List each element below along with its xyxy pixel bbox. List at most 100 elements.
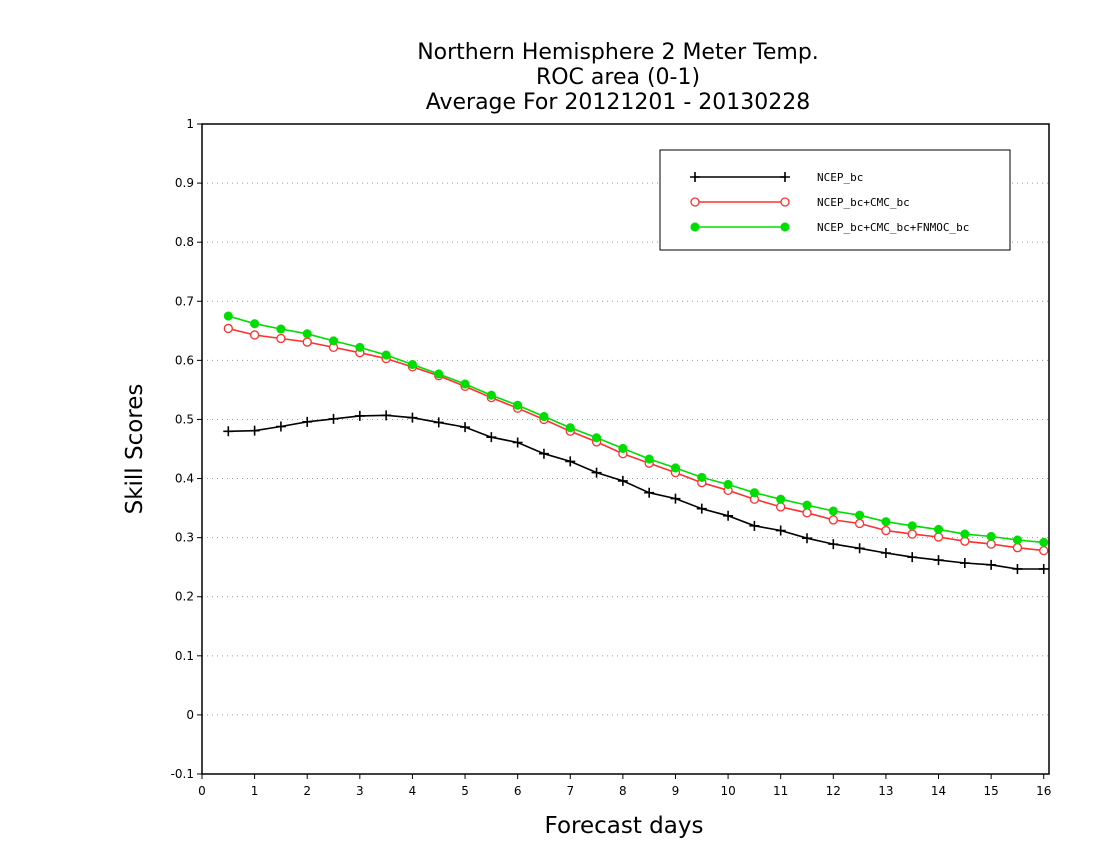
data-point-ncep-bc-cmc-bc-fnmoc-bc bbox=[802, 500, 812, 510]
data-point-ncep-bc bbox=[512, 437, 523, 448]
data-point-ncep-bc bbox=[591, 467, 602, 478]
data-point-ncep-bc-cmc-bc-fnmoc-bc bbox=[1012, 535, 1022, 545]
legend-marker bbox=[690, 172, 700, 182]
y-tick-label: 0.2 bbox=[175, 590, 194, 604]
chart-title-line-3: Average For 20121201 - 20130228 bbox=[426, 90, 811, 115]
data-point-ncep-bc-cmc-bc-fnmoc-bc bbox=[434, 369, 444, 379]
data-point-ncep-bc bbox=[828, 539, 839, 550]
x-axis-title: Forecast days bbox=[545, 813, 704, 839]
data-point-ncep-bc bbox=[854, 543, 865, 554]
data-point-ncep-bc-cmc-bc-fnmoc-bc bbox=[539, 411, 549, 422]
legend-marker bbox=[780, 222, 790, 232]
data-point-ncep-bc bbox=[354, 410, 365, 421]
data-point-ncep-bc-cmc-bc-fnmoc-bc bbox=[302, 329, 312, 339]
data-point-ncep-bc-cmc-bc-fnmoc-bc bbox=[670, 463, 681, 473]
y-tick-label: -0.1 bbox=[171, 767, 194, 781]
data-point-ncep-bc bbox=[959, 558, 970, 569]
legend-marker bbox=[690, 222, 700, 232]
legend-item-ncep-bc-cmc-bc-fnmoc-bc: NCEP_bc+CMC_bc+FNMOC_bc bbox=[690, 221, 969, 234]
data-point-ncep-bc-cmc-bc bbox=[1039, 545, 1049, 556]
series-ncep-bc-cmc-bc bbox=[223, 323, 1049, 556]
data-point-ncep-bc bbox=[617, 475, 628, 486]
y-tick-label: 0.7 bbox=[175, 294, 194, 308]
x-tick-label: 2 bbox=[303, 784, 311, 798]
data-point-ncep-bc-cmc-bc bbox=[881, 525, 891, 536]
x-tick-label: 7 bbox=[566, 784, 574, 798]
series-line-ncep-bc-cmc-bc-fnmoc-bc bbox=[228, 315, 1044, 544]
data-point-ncep-bc-cmc-bc-fnmoc-bc bbox=[1039, 537, 1049, 547]
y-tick-label: 0.3 bbox=[175, 531, 194, 545]
x-tick-label: 11 bbox=[773, 784, 788, 798]
x-tick-label: 3 bbox=[356, 784, 364, 798]
data-point-ncep-bc-cmc-bc bbox=[854, 518, 865, 529]
data-point-ncep-bc bbox=[538, 448, 549, 459]
plot-frame bbox=[201, 123, 1050, 775]
series-ncep-bc-cmc-bc-fnmoc-bc bbox=[223, 311, 1049, 547]
data-point-ncep-bc bbox=[249, 425, 260, 436]
data-point-ncep-bc-cmc-bc-fnmoc-bc bbox=[960, 529, 970, 539]
y-tick-label: 1 bbox=[186, 117, 194, 131]
x-tick-label: 1 bbox=[251, 784, 259, 798]
data-point-ncep-bc-cmc-bc-fnmoc-bc bbox=[644, 454, 654, 464]
data-point-ncep-bc-cmc-bc bbox=[986, 539, 996, 549]
x-tick-label: 16 bbox=[1036, 784, 1051, 798]
data-point-ncep-bc-cmc-bc-fnmoc-bc bbox=[250, 319, 260, 329]
y-axis-title: Skill Scores bbox=[122, 384, 148, 515]
data-point-ncep-bc-cmc-bc-fnmoc-bc bbox=[486, 390, 496, 400]
data-point-ncep-bc-cmc-bc bbox=[276, 333, 286, 344]
y-tick-label: 0.5 bbox=[175, 412, 194, 426]
chart-title-line-2: ROC area (0-1) bbox=[536, 65, 700, 90]
data-point-ncep-bc-cmc-bc-fnmoc-bc bbox=[618, 443, 628, 453]
data-point-ncep-bc-cmc-bc-fnmoc-bc bbox=[407, 359, 417, 370]
data-point-ncep-bc bbox=[696, 503, 707, 514]
data-point-ncep-bc-cmc-bc-fnmoc-bc bbox=[460, 379, 470, 389]
data-point-ncep-bc bbox=[644, 487, 655, 498]
x-tick-label: 12 bbox=[826, 784, 841, 798]
data-point-ncep-bc bbox=[670, 493, 681, 504]
data-point-ncep-bc bbox=[223, 426, 234, 437]
x-tick-label: 6 bbox=[514, 784, 522, 798]
data-point-ncep-bc bbox=[433, 417, 444, 428]
legend-item-ncep-bc-cmc-bc: NCEP_bc+CMC_bc bbox=[690, 196, 910, 209]
data-point-ncep-bc-cmc-bc bbox=[802, 508, 812, 518]
y-tick-label: 0.9 bbox=[175, 176, 194, 190]
chart-title-line-1: Northern Hemisphere 2 Meter Temp. bbox=[417, 40, 819, 65]
y-tick-label: 0.8 bbox=[175, 235, 194, 249]
x-tick-label: 13 bbox=[878, 784, 893, 798]
data-point-ncep-bc-cmc-bc bbox=[223, 323, 233, 334]
data-point-ncep-bc-cmc-bc-fnmoc-bc bbox=[697, 472, 707, 482]
data-point-ncep-bc-cmc-bc bbox=[302, 337, 312, 347]
x-tick-label: 15 bbox=[983, 784, 998, 798]
data-point-ncep-bc bbox=[460, 422, 471, 433]
data-point-ncep-bc bbox=[486, 432, 497, 443]
data-point-ncep-bc bbox=[565, 456, 576, 467]
data-point-ncep-bc-cmc-bc-fnmoc-bc bbox=[355, 342, 365, 352]
data-point-ncep-bc-cmc-bc-fnmoc-bc bbox=[855, 510, 865, 520]
legend: NCEP_bc NCEP_bc+CMC_bc NCEP_bc+CMC_bc+FNMO… bbox=[659, 149, 1011, 251]
legend-box bbox=[659, 149, 1011, 251]
legend-label: NCEP_bc+CMC_bc bbox=[817, 196, 910, 209]
x-axis-ticks: 0 1 2 3 4 5 6 7 8 9 10 11 12 13 14 15 16 bbox=[198, 774, 1051, 798]
y-tick-label: 0 bbox=[186, 708, 194, 722]
x-tick-label: 9 bbox=[672, 784, 680, 798]
data-point-ncep-bc-cmc-bc-fnmoc-bc bbox=[276, 324, 286, 334]
data-point-ncep-bc bbox=[328, 413, 339, 424]
data-point-ncep-bc-cmc-bc bbox=[776, 502, 786, 512]
data-point-ncep-bc bbox=[880, 548, 891, 558]
data-point-ncep-bc bbox=[302, 416, 313, 427]
data-point-ncep-bc-cmc-bc bbox=[249, 330, 260, 340]
x-tick-label: 0 bbox=[198, 784, 206, 798]
data-point-ncep-bc bbox=[1012, 563, 1023, 574]
data-point-ncep-bc bbox=[723, 510, 734, 521]
data-point-ncep-bc bbox=[986, 559, 997, 570]
x-tick-label: 4 bbox=[409, 784, 417, 798]
series-line-ncep-bc-cmc-bc bbox=[228, 327, 1044, 552]
data-point-ncep-bc-cmc-bc-fnmoc-bc bbox=[513, 400, 523, 410]
data-point-ncep-bc-cmc-bc-fnmoc-bc bbox=[828, 506, 838, 516]
data-point-ncep-bc bbox=[381, 410, 392, 421]
data-point-ncep-bc-cmc-bc bbox=[933, 532, 944, 542]
data-point-ncep-bc bbox=[907, 552, 918, 563]
series-line-ncep-bc bbox=[228, 414, 1044, 570]
y-tick-label: 0.1 bbox=[175, 649, 194, 663]
data-point-ncep-bc bbox=[275, 421, 286, 432]
